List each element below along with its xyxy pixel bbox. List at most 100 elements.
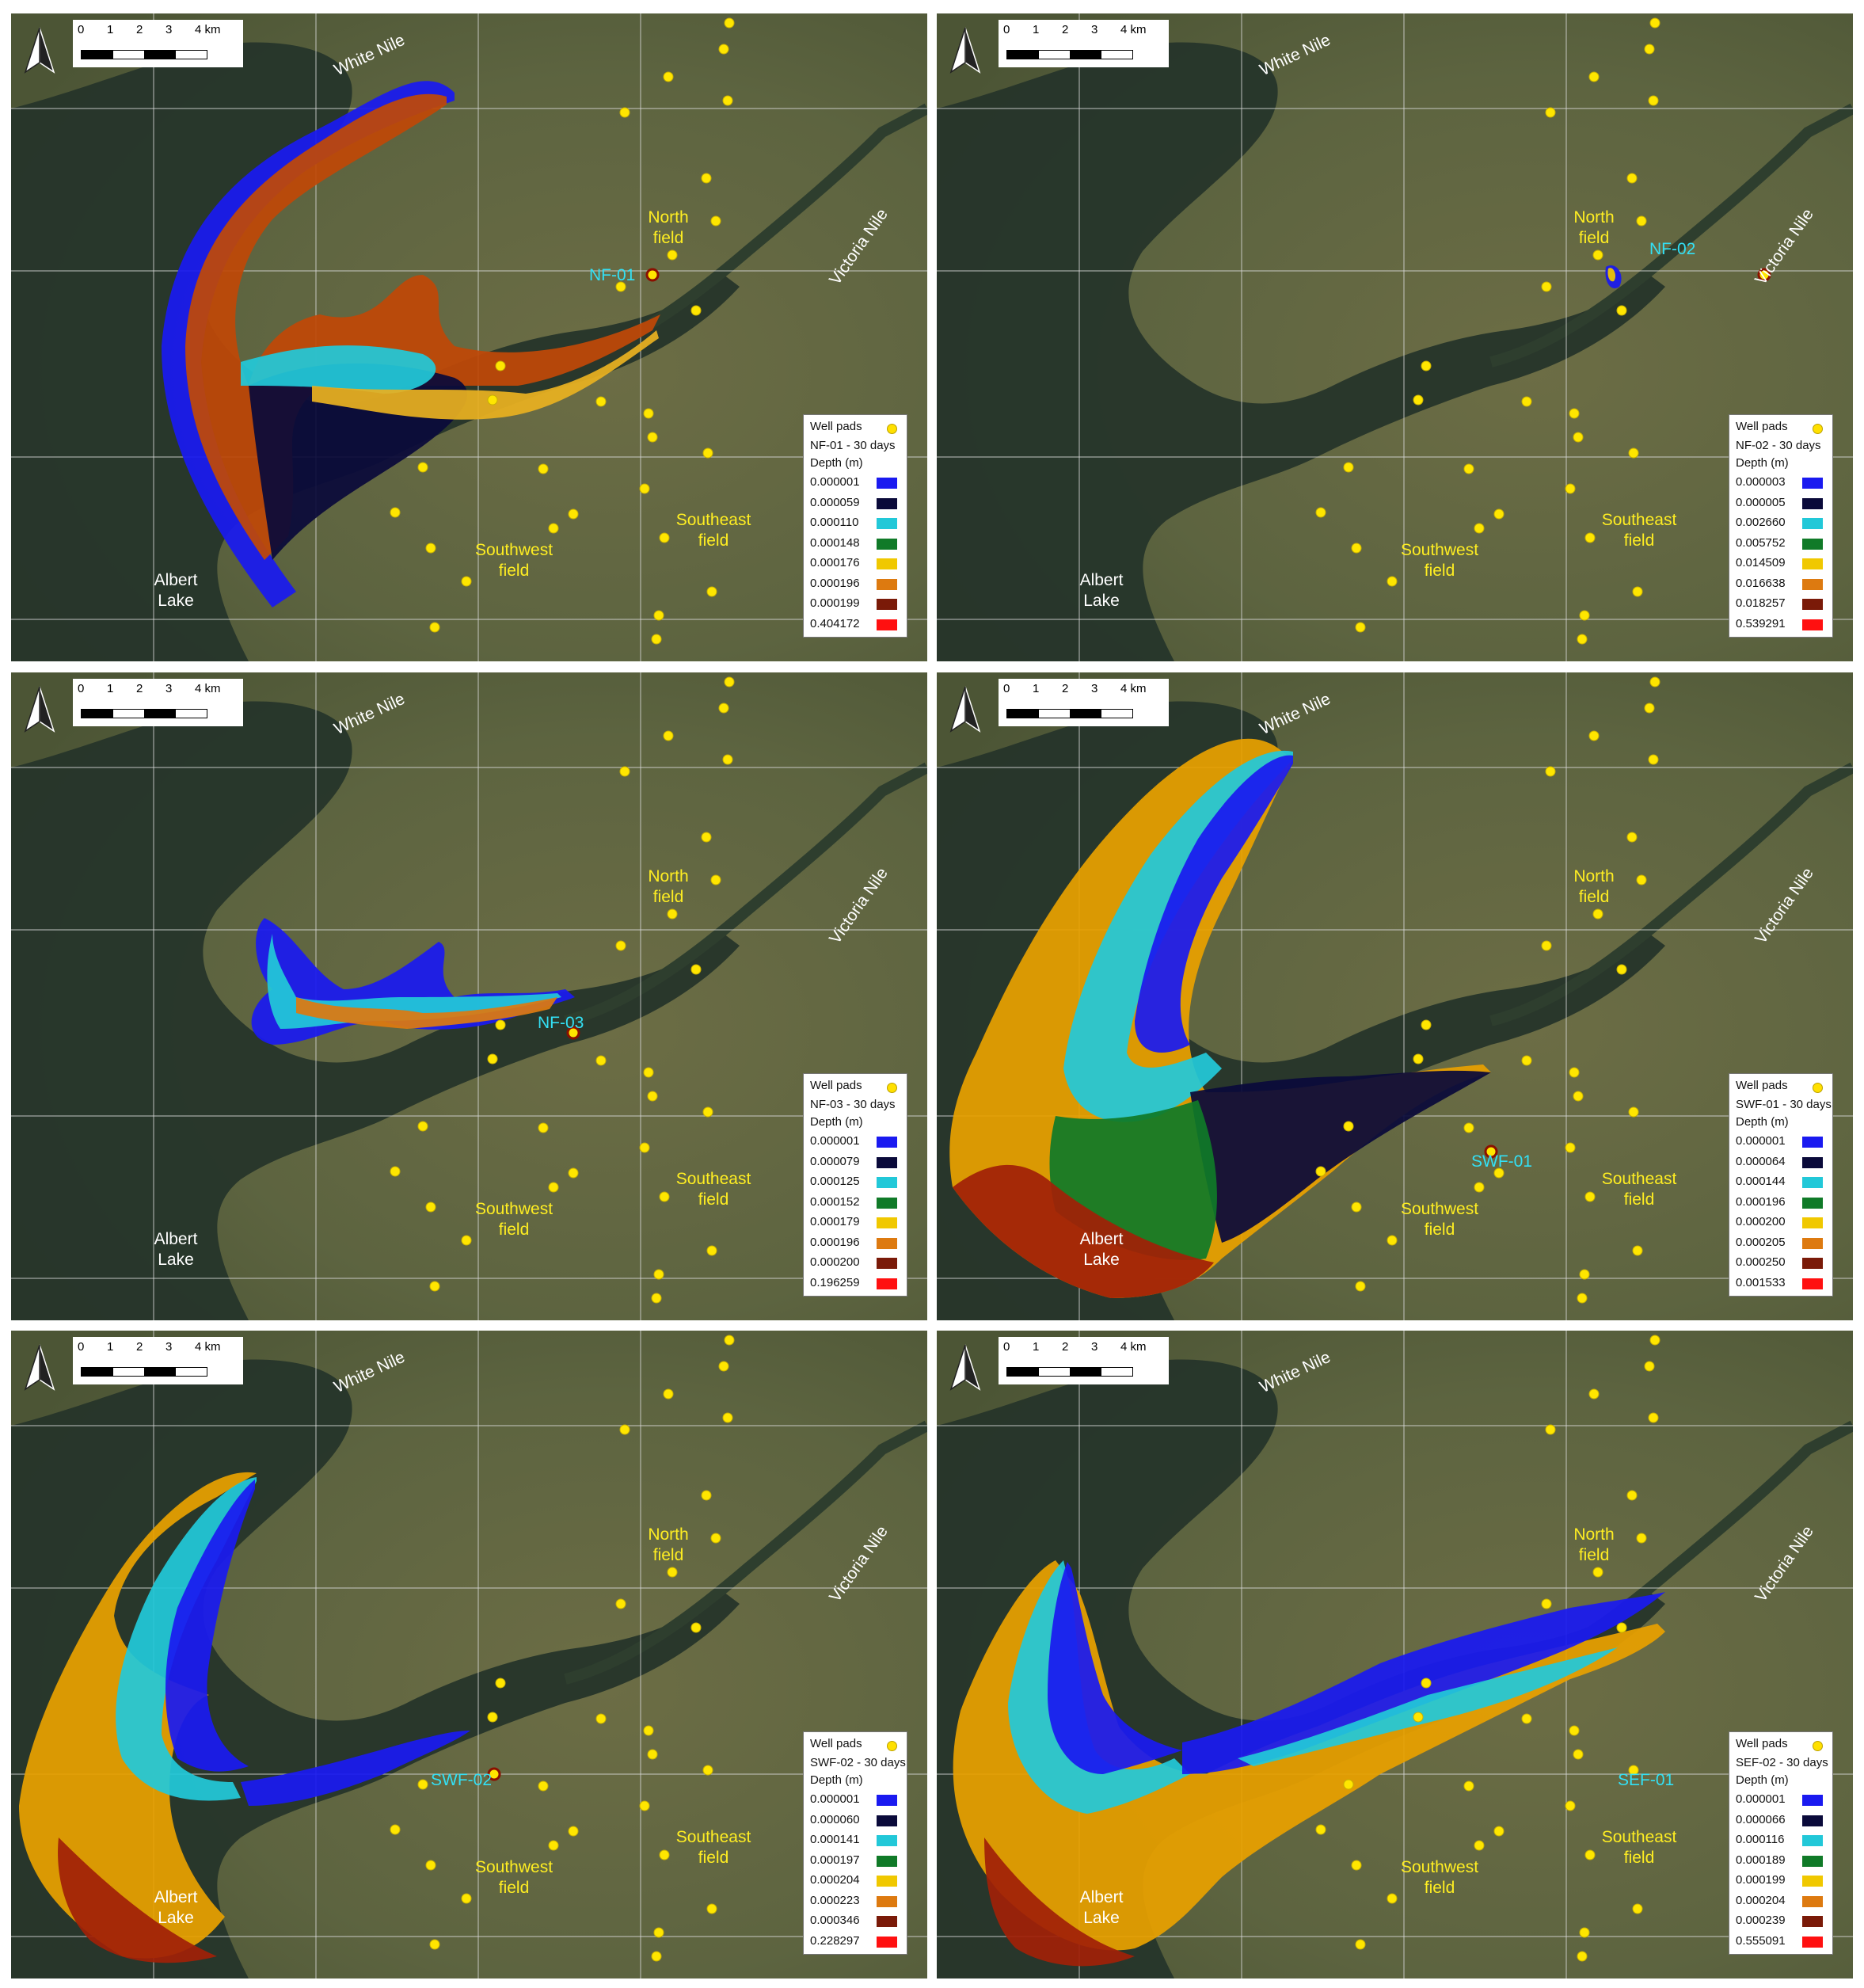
well-pad-marker (1521, 1055, 1532, 1066)
scale-segment (112, 1368, 144, 1376)
scale-segment (144, 51, 176, 59)
legend-color-swatch (1802, 1795, 1823, 1806)
label-albert-lake: Albert Lake (1079, 1230, 1124, 1269)
label-albert-lake: Albert Lake (154, 1888, 198, 1927)
well-pad-marker (706, 1245, 717, 1256)
scale-bar-segments (81, 709, 207, 718)
well-pad-marker (701, 832, 712, 843)
well-pad-marker (568, 1167, 579, 1179)
legend-class-row: 0.555091 (1736, 1934, 1828, 1950)
scale-tick-label: 2 (136, 23, 143, 36)
well-pad-marker (1577, 1951, 1588, 1962)
scale-segment (112, 710, 144, 718)
scale-tick-label: 3 (1091, 682, 1098, 695)
legend-class-row: 0.000001 (810, 475, 902, 491)
legend-class-value: 0.018257 (1736, 596, 1786, 610)
legend-well-pad-swatch (1813, 1741, 1823, 1751)
well-pad-marker (619, 1424, 630, 1435)
legend-color-swatch (1802, 1835, 1823, 1846)
legend-class-value: 0.404172 (810, 616, 860, 630)
well-pad-marker (1577, 634, 1588, 645)
well-pad-marker (1315, 507, 1326, 518)
legend-color-swatch (1802, 1137, 1823, 1148)
legend-color-swatch (1802, 619, 1823, 630)
well-pad-marker (1649, 1335, 1660, 1346)
well-pad-marker (595, 396, 607, 407)
legend-class-row: 0.000064 (1736, 1155, 1828, 1171)
well-pad-marker (651, 1293, 662, 1304)
well-pad-marker (639, 1142, 650, 1153)
legend-title: NF-01 - 30 days (810, 439, 896, 452)
legend-title: NF-02 - 30 days (1736, 439, 1821, 452)
legend-well-pad-swatch (887, 1083, 897, 1093)
label-southwest-field: Southwest field (474, 1200, 553, 1239)
plume-depth-zone (241, 345, 436, 394)
scale-tick-label: 3 (165, 23, 173, 36)
north-arrow-icon (24, 686, 55, 733)
legend-class-row: 0.000204 (810, 1873, 902, 1889)
well-pad-marker (1592, 1567, 1603, 1578)
legend-class-row: 0.000001 (1736, 1134, 1828, 1150)
scale-segment (1101, 710, 1132, 718)
well-pad-marker (417, 1779, 428, 1790)
well-pad-marker (1628, 1765, 1639, 1776)
well-pad-marker (1644, 1361, 1655, 1372)
well-pad-marker (1648, 95, 1659, 106)
well-pads (1315, 17, 1660, 645)
spill-well-label: NF-03 (538, 1014, 584, 1032)
scale-tick-label: 1 (107, 682, 114, 695)
well-pad-marker (1584, 1191, 1596, 1202)
scale-segment (1038, 710, 1070, 718)
legend-color-swatch (877, 1855, 897, 1867)
label-southwest-field: Southwest field (1400, 1200, 1479, 1239)
legend-class-row: 0.000189 (1736, 1853, 1828, 1869)
legend-class-row: 0.000176 (810, 556, 902, 572)
plume-depth-zone (984, 1838, 1135, 1967)
legend-class-value: 0.000250 (1736, 1255, 1786, 1269)
legend-class-row: 0.000005 (1736, 496, 1828, 512)
legend-color-swatch (877, 1258, 897, 1269)
well-pad-marker (1387, 1235, 1398, 1246)
well-pad-marker (1351, 1202, 1362, 1213)
legend-title: SWF-02 - 30 days (810, 1756, 906, 1769)
well-pad-marker (701, 173, 712, 184)
legend-color-swatch (877, 619, 897, 630)
scale-segment (175, 51, 207, 59)
depth-legend: Well pads SWF-02 - 30 days Depth (m) 0.0000… (803, 1731, 907, 1955)
well-pad-marker (595, 1055, 607, 1066)
legend-color-swatch (1802, 1258, 1823, 1269)
spill-source-well-marker (1484, 1144, 1498, 1159)
well-pad-marker (710, 1533, 721, 1544)
legend-class-row: 0.000152 (810, 1195, 902, 1211)
spill-source-well-marker (566, 1026, 580, 1040)
well-pad-marker (1626, 832, 1638, 843)
plume-depth-zone (267, 934, 561, 1029)
legend-class-row: 0.228297 (810, 1934, 902, 1950)
legend-class-row: 0.000141 (810, 1833, 902, 1849)
scale-segment (82, 710, 113, 718)
legend-class-value: 0.000059 (810, 495, 860, 509)
scale-segment (1070, 710, 1101, 718)
well-pad-marker (1355, 1281, 1366, 1292)
scale-bar: 0 1 2 3 4 km (999, 20, 1169, 67)
legend-color-swatch (1802, 1217, 1823, 1228)
well-pad-marker (1573, 432, 1584, 443)
spill-plume (162, 81, 660, 608)
scale-tick-label: 0 (78, 1340, 85, 1354)
scale-tick-label: 1 (1033, 682, 1040, 695)
well-pad-marker (568, 1826, 579, 1837)
well-pad-marker (595, 1713, 607, 1724)
well-pad-marker (425, 1860, 436, 1871)
victoria-nile-river (1489, 762, 1853, 1026)
scale-segment (1007, 710, 1039, 718)
scale-tick-label: 2 (136, 1340, 143, 1354)
scale-bar-segments (81, 50, 207, 59)
legend-class-value: 0.228297 (810, 1933, 860, 1948)
well-pad-marker (1474, 1840, 1485, 1851)
well-pad-marker (619, 107, 630, 118)
scale-segment (144, 1368, 176, 1376)
legend-class-value: 0.000001 (810, 1792, 860, 1806)
legend-color-swatch (877, 1795, 897, 1806)
well-pad-marker (690, 305, 702, 316)
